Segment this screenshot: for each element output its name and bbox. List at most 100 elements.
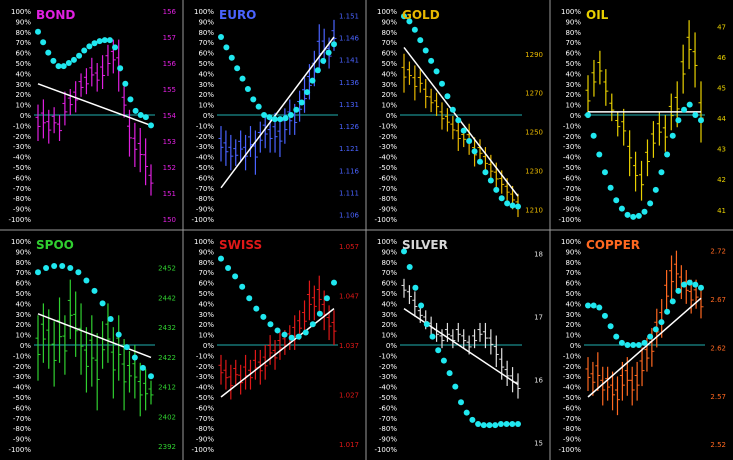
momentum-dot	[40, 39, 47, 46]
momentum-dot	[115, 331, 122, 338]
price-tick-label: 1.027	[339, 392, 359, 400]
pct-tick-label: -20%	[196, 363, 214, 371]
momentum-dot	[148, 122, 154, 129]
pct-tick-label: 80%	[15, 259, 31, 267]
momentum-dot	[486, 422, 493, 429]
momentum-dot	[401, 13, 407, 20]
chart-panel-copper: 100% 90% 80% 70% 60% 50% 40% 30% 20% 10% 0% -10% -20…	[558, 238, 726, 454]
price-tick-label: 2.52	[710, 441, 726, 449]
price-tick-label: 43	[717, 146, 726, 154]
momentum-dot	[428, 57, 435, 64]
pct-tick-label: -80%	[196, 425, 214, 433]
pct-tick-label: 80%	[565, 259, 581, 267]
pct-tick-label: 10%	[565, 332, 581, 340]
price-tick-label: 2452	[158, 265, 176, 273]
pct-tick-label: -70%	[563, 415, 581, 423]
price-tick-label: 17	[534, 314, 543, 322]
momentum-dot	[675, 117, 682, 124]
momentum-dot	[99, 300, 106, 307]
price-tick-label: 1270	[525, 90, 543, 98]
momentum-dot	[692, 281, 699, 288]
price-tick-label: 44	[717, 115, 726, 123]
momentum-dot	[81, 47, 88, 54]
momentum-dot	[477, 158, 483, 165]
pct-tick-label: -50%	[379, 394, 397, 402]
pct-tick-label: 90%	[381, 18, 397, 26]
momentum-dot	[232, 273, 239, 280]
momentum-dot	[647, 200, 654, 207]
momentum-dot	[601, 312, 608, 319]
price-tick-label: 1.151	[339, 12, 359, 20]
momentum-dot	[658, 169, 665, 176]
momentum-dot	[255, 103, 262, 110]
momentum-dot	[223, 44, 230, 51]
pct-tick-label: -70%	[379, 185, 397, 193]
momentum-dot	[635, 342, 642, 348]
pct-tick-label: -60%	[379, 404, 397, 412]
momentum-dot	[65, 60, 72, 66]
momentum-dot	[131, 354, 138, 361]
momentum-dot	[698, 284, 704, 291]
momentum-dot	[475, 421, 482, 428]
pct-tick-label: -40%	[13, 154, 31, 162]
momentum-dot	[309, 77, 316, 84]
pct-tick-label: 0%	[386, 112, 397, 120]
momentum-dot	[239, 283, 246, 290]
pct-tick-label: 10%	[198, 332, 214, 340]
pct-tick-label: -60%	[13, 174, 31, 182]
pct-tick-label: 0%	[20, 112, 31, 120]
pct-tick-label: -20%	[13, 133, 31, 141]
pct-tick-label: -40%	[196, 154, 214, 162]
pct-tick-label: 10%	[15, 332, 31, 340]
price-tick-label: 1250	[525, 129, 543, 137]
pct-tick-label: -50%	[13, 164, 31, 172]
trend-line	[220, 308, 335, 398]
momentum-dot	[43, 265, 50, 272]
pct-tick-label: -100%	[8, 446, 31, 454]
momentum-dot	[460, 127, 467, 134]
price-tick-label: 2.67	[710, 296, 726, 304]
momentum-dot	[698, 117, 704, 124]
momentum-dot	[218, 34, 224, 40]
pct-tick-label: 100%	[377, 238, 397, 246]
momentum-dot	[139, 364, 146, 371]
pct-tick-label: 80%	[198, 29, 214, 37]
momentum-dot	[452, 383, 459, 390]
price-tick-label: 1.057	[339, 243, 359, 251]
pct-tick-label: 20%	[15, 321, 31, 329]
pct-tick-label: 60%	[565, 50, 581, 58]
price-tick-label: 1.126	[339, 123, 360, 131]
momentum-dot	[652, 326, 659, 333]
price-tick-label: 18	[534, 251, 543, 259]
pct-tick-label: -70%	[379, 415, 397, 423]
pct-tick-label: 50%	[565, 290, 581, 298]
pct-tick-label: -90%	[13, 206, 31, 214]
momentum-dot	[316, 310, 323, 317]
momentum-dot	[107, 316, 114, 322]
pct-tick-label: 80%	[381, 259, 397, 267]
momentum-dot	[613, 197, 620, 204]
pct-tick-label: 10%	[381, 332, 397, 340]
trend-line	[403, 307, 519, 386]
momentum-dot	[444, 93, 451, 100]
price-tick-label: 2.72	[710, 248, 726, 256]
momentum-dot	[59, 262, 66, 269]
momentum-dot	[314, 67, 321, 74]
momentum-dot	[122, 80, 129, 87]
pct-tick-label: 10%	[15, 102, 31, 110]
pct-tick-label: 60%	[565, 280, 581, 288]
pct-tick-label: 0%	[570, 112, 581, 120]
momentum-dot	[504, 200, 511, 207]
trend-line	[403, 46, 519, 197]
pct-tick-label: 50%	[15, 290, 31, 298]
momentum-dot	[83, 277, 90, 284]
pct-tick-label: 70%	[15, 269, 31, 277]
pct-tick-label: -60%	[196, 404, 214, 412]
momentum-dot	[228, 54, 235, 61]
momentum-dot	[67, 265, 74, 272]
momentum-dot	[112, 44, 119, 51]
price-tick-label: 47	[717, 23, 726, 31]
pct-tick-label: -100%	[191, 216, 214, 224]
momentum-dot	[287, 112, 294, 118]
momentum-dot	[35, 28, 41, 35]
